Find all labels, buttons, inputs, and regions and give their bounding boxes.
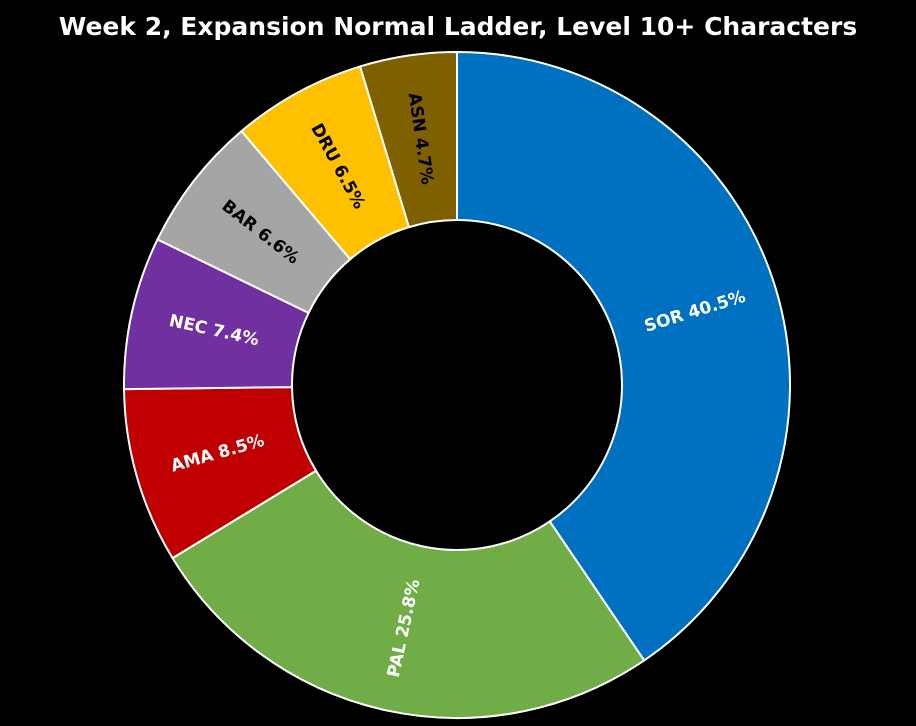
donut-slice [171,469,646,719]
donut-slice [358,50,458,229]
donut-slice [456,50,791,662]
chart-title: Week 2, Expansion Normal Ladder, Level 1… [59,12,857,41]
